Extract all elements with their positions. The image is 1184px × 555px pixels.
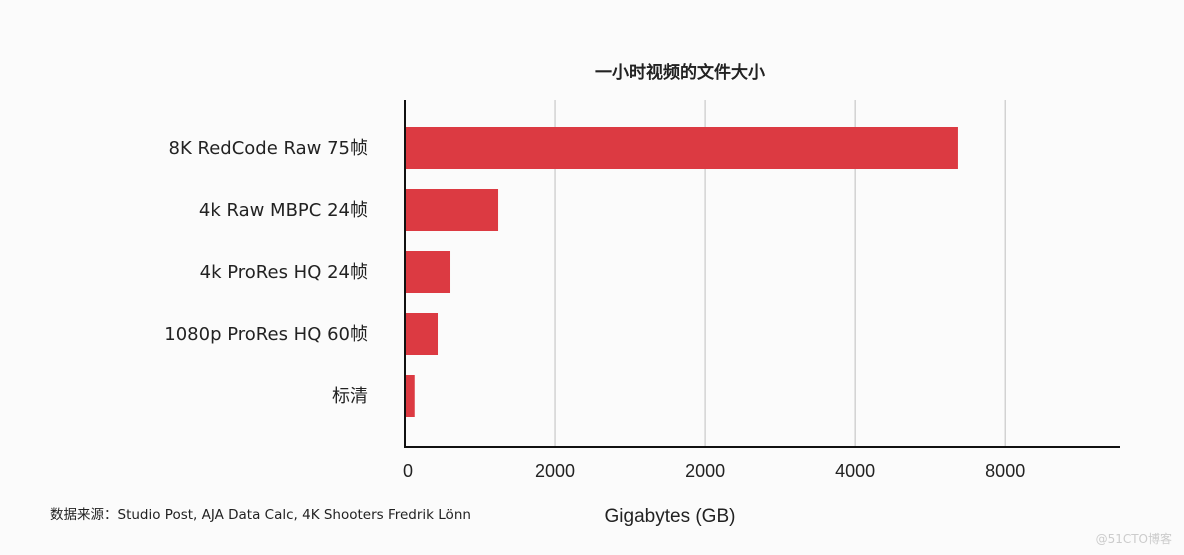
chart-title: 一小时视频的文件大小 [595, 63, 765, 83]
source-note: 数据来源：Studio Post, AJA Data Calc, 4K Shoo… [50, 507, 471, 523]
bar [405, 251, 451, 293]
y-category-label: 1080p ProRes HQ 60帧 [164, 324, 368, 345]
x-tick-label: 8000 [985, 461, 1025, 481]
x-tick-label: 0 [403, 461, 413, 481]
y-category-label: 4k Raw MBPC 24帧 [199, 200, 368, 221]
watermark: @51CTO博客 [1095, 532, 1172, 546]
x-tick-label: 4000 [835, 461, 875, 481]
bar [405, 127, 958, 169]
y-category-label: 标清 [332, 386, 368, 407]
y-category-label: 4k ProRes HQ 24帧 [200, 262, 368, 283]
y-category-label: 8K RedCode Raw 75帧 [169, 138, 368, 159]
bar [405, 313, 439, 355]
bar [405, 375, 415, 417]
x-tick-label: 2000 [535, 461, 575, 481]
x-axis-label: Gigabytes (GB) [604, 506, 736, 527]
bar [405, 189, 499, 231]
x-tick-label: 2000 [685, 461, 725, 481]
